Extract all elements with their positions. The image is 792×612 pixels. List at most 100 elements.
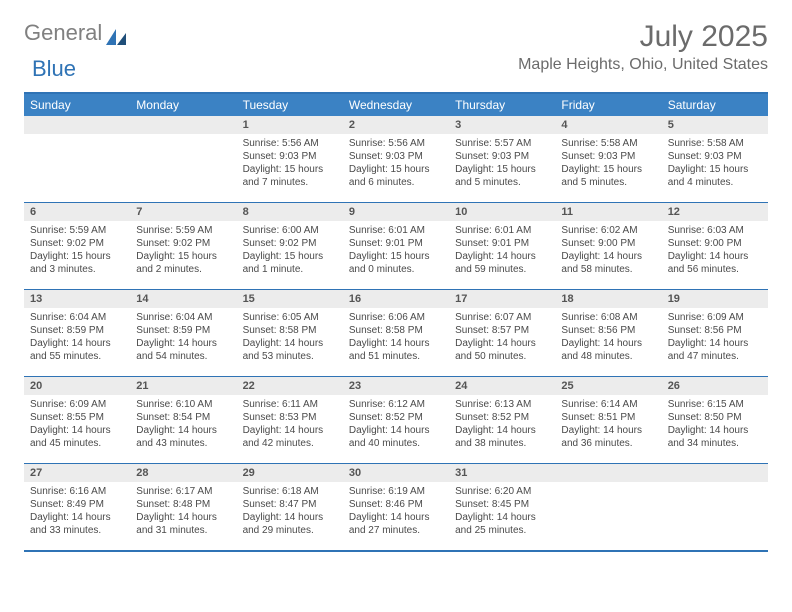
day-number: 4 (555, 116, 661, 134)
sunrise-text: Sunrise: 6:04 AM (136, 311, 230, 324)
daylight-text: Daylight: 14 hours and 45 minutes. (30, 424, 124, 450)
day-cell: 30Sunrise: 6:19 AMSunset: 8:46 PMDayligh… (343, 464, 449, 550)
sunset-text: Sunset: 8:56 PM (561, 324, 655, 337)
weekday-mon: Monday (130, 94, 236, 116)
day-cell: 31Sunrise: 6:20 AMSunset: 8:45 PMDayligh… (449, 464, 555, 550)
day-body: Sunrise: 6:04 AMSunset: 8:59 PMDaylight:… (130, 308, 236, 369)
sunrise-text: Sunrise: 5:56 AM (243, 137, 337, 150)
daylight-text: Daylight: 14 hours and 31 minutes. (136, 511, 230, 537)
daylight-text: Daylight: 15 hours and 2 minutes. (136, 250, 230, 276)
daylight-text: Daylight: 14 hours and 58 minutes. (561, 250, 655, 276)
sunset-text: Sunset: 8:54 PM (136, 411, 230, 424)
day-cell: 5Sunrise: 5:58 AMSunset: 9:03 PMDaylight… (662, 116, 768, 202)
sunset-text: Sunset: 9:01 PM (349, 237, 443, 250)
weekday-sat: Saturday (662, 94, 768, 116)
week-row: 20Sunrise: 6:09 AMSunset: 8:55 PMDayligh… (24, 377, 768, 464)
month-title: July 2025 (518, 20, 768, 54)
day-cell: 1Sunrise: 5:56 AMSunset: 9:03 PMDaylight… (237, 116, 343, 202)
day-body: Sunrise: 6:01 AMSunset: 9:01 PMDaylight:… (449, 221, 555, 282)
day-cell (130, 116, 236, 202)
sunrise-text: Sunrise: 6:13 AM (455, 398, 549, 411)
daylight-text: Daylight: 15 hours and 0 minutes. (349, 250, 443, 276)
weekday-thu: Thursday (449, 94, 555, 116)
sunrise-text: Sunrise: 6:09 AM (30, 398, 124, 411)
day-number: 8 (237, 203, 343, 221)
daylight-text: Daylight: 14 hours and 43 minutes. (136, 424, 230, 450)
brand-logo: General (24, 20, 128, 46)
day-body: Sunrise: 6:10 AMSunset: 8:54 PMDaylight:… (130, 395, 236, 456)
day-number: 29 (237, 464, 343, 482)
daylight-text: Daylight: 14 hours and 53 minutes. (243, 337, 337, 363)
day-body: Sunrise: 6:02 AMSunset: 9:00 PMDaylight:… (555, 221, 661, 282)
day-body: Sunrise: 6:13 AMSunset: 8:52 PMDaylight:… (449, 395, 555, 456)
day-body: Sunrise: 6:06 AMSunset: 8:58 PMDaylight:… (343, 308, 449, 369)
day-number (130, 116, 236, 134)
sunset-text: Sunset: 8:52 PM (455, 411, 549, 424)
sunset-text: Sunset: 9:03 PM (349, 150, 443, 163)
weekday-sun: Sunday (24, 94, 130, 116)
day-body: Sunrise: 6:04 AMSunset: 8:59 PMDaylight:… (24, 308, 130, 369)
day-cell: 2Sunrise: 5:56 AMSunset: 9:03 PMDaylight… (343, 116, 449, 202)
day-body: Sunrise: 6:09 AMSunset: 8:55 PMDaylight:… (24, 395, 130, 456)
sunrise-text: Sunrise: 6:06 AM (349, 311, 443, 324)
sunset-text: Sunset: 9:02 PM (243, 237, 337, 250)
day-body: Sunrise: 6:11 AMSunset: 8:53 PMDaylight:… (237, 395, 343, 456)
sunset-text: Sunset: 8:57 PM (455, 324, 549, 337)
week-row: 6Sunrise: 5:59 AMSunset: 9:02 PMDaylight… (24, 203, 768, 290)
day-cell: 11Sunrise: 6:02 AMSunset: 9:00 PMDayligh… (555, 203, 661, 289)
sunset-text: Sunset: 8:58 PM (349, 324, 443, 337)
day-number: 3 (449, 116, 555, 134)
daylight-text: Daylight: 14 hours and 54 minutes. (136, 337, 230, 363)
day-number (24, 116, 130, 134)
daylight-text: Daylight: 15 hours and 7 minutes. (243, 163, 337, 189)
day-number: 1 (237, 116, 343, 134)
sunset-text: Sunset: 9:00 PM (561, 237, 655, 250)
sunset-text: Sunset: 8:59 PM (136, 324, 230, 337)
sunset-text: Sunset: 9:00 PM (668, 237, 762, 250)
day-number: 21 (130, 377, 236, 395)
day-number: 22 (237, 377, 343, 395)
sunset-text: Sunset: 8:52 PM (349, 411, 443, 424)
day-cell: 23Sunrise: 6:12 AMSunset: 8:52 PMDayligh… (343, 377, 449, 463)
day-number: 17 (449, 290, 555, 308)
sunset-text: Sunset: 8:48 PM (136, 498, 230, 511)
daylight-text: Daylight: 14 hours and 40 minutes. (349, 424, 443, 450)
daylight-text: Daylight: 15 hours and 1 minute. (243, 250, 337, 276)
daylight-text: Daylight: 14 hours and 47 minutes. (668, 337, 762, 363)
sunrise-text: Sunrise: 5:59 AM (136, 224, 230, 237)
daylight-text: Daylight: 14 hours and 25 minutes. (455, 511, 549, 537)
day-body: Sunrise: 6:01 AMSunset: 9:01 PMDaylight:… (343, 221, 449, 282)
sunset-text: Sunset: 8:45 PM (455, 498, 549, 511)
daylight-text: Daylight: 15 hours and 4 minutes. (668, 163, 762, 189)
day-cell: 22Sunrise: 6:11 AMSunset: 8:53 PMDayligh… (237, 377, 343, 463)
day-cell: 15Sunrise: 6:05 AMSunset: 8:58 PMDayligh… (237, 290, 343, 376)
location-text: Maple Heights, Ohio, United States (518, 56, 768, 74)
day-body: Sunrise: 5:56 AMSunset: 9:03 PMDaylight:… (237, 134, 343, 195)
brand-part1: General (24, 20, 102, 46)
daylight-text: Daylight: 14 hours and 36 minutes. (561, 424, 655, 450)
title-block: July 2025 Maple Heights, Ohio, United St… (518, 20, 768, 74)
day-number: 18 (555, 290, 661, 308)
day-number: 26 (662, 377, 768, 395)
day-cell: 13Sunrise: 6:04 AMSunset: 8:59 PMDayligh… (24, 290, 130, 376)
sunrise-text: Sunrise: 5:57 AM (455, 137, 549, 150)
day-number: 31 (449, 464, 555, 482)
day-body: Sunrise: 5:59 AMSunset: 9:02 PMDaylight:… (24, 221, 130, 282)
sunset-text: Sunset: 9:02 PM (30, 237, 124, 250)
day-number (555, 464, 661, 482)
sunset-text: Sunset: 9:03 PM (561, 150, 655, 163)
daylight-text: Daylight: 14 hours and 50 minutes. (455, 337, 549, 363)
sunrise-text: Sunrise: 5:56 AM (349, 137, 443, 150)
sunrise-text: Sunrise: 6:09 AM (668, 311, 762, 324)
sunrise-text: Sunrise: 6:15 AM (668, 398, 762, 411)
sunset-text: Sunset: 9:03 PM (243, 150, 337, 163)
daylight-text: Daylight: 14 hours and 29 minutes. (243, 511, 337, 537)
weeks-container: 1Sunrise: 5:56 AMSunset: 9:03 PMDaylight… (24, 116, 768, 552)
daylight-text: Daylight: 14 hours and 55 minutes. (30, 337, 124, 363)
day-cell: 21Sunrise: 6:10 AMSunset: 8:54 PMDayligh… (130, 377, 236, 463)
day-body: Sunrise: 6:03 AMSunset: 9:00 PMDaylight:… (662, 221, 768, 282)
day-cell: 9Sunrise: 6:01 AMSunset: 9:01 PMDaylight… (343, 203, 449, 289)
day-cell: 12Sunrise: 6:03 AMSunset: 9:00 PMDayligh… (662, 203, 768, 289)
sunset-text: Sunset: 8:56 PM (668, 324, 762, 337)
week-row: 1Sunrise: 5:56 AMSunset: 9:03 PMDaylight… (24, 116, 768, 203)
